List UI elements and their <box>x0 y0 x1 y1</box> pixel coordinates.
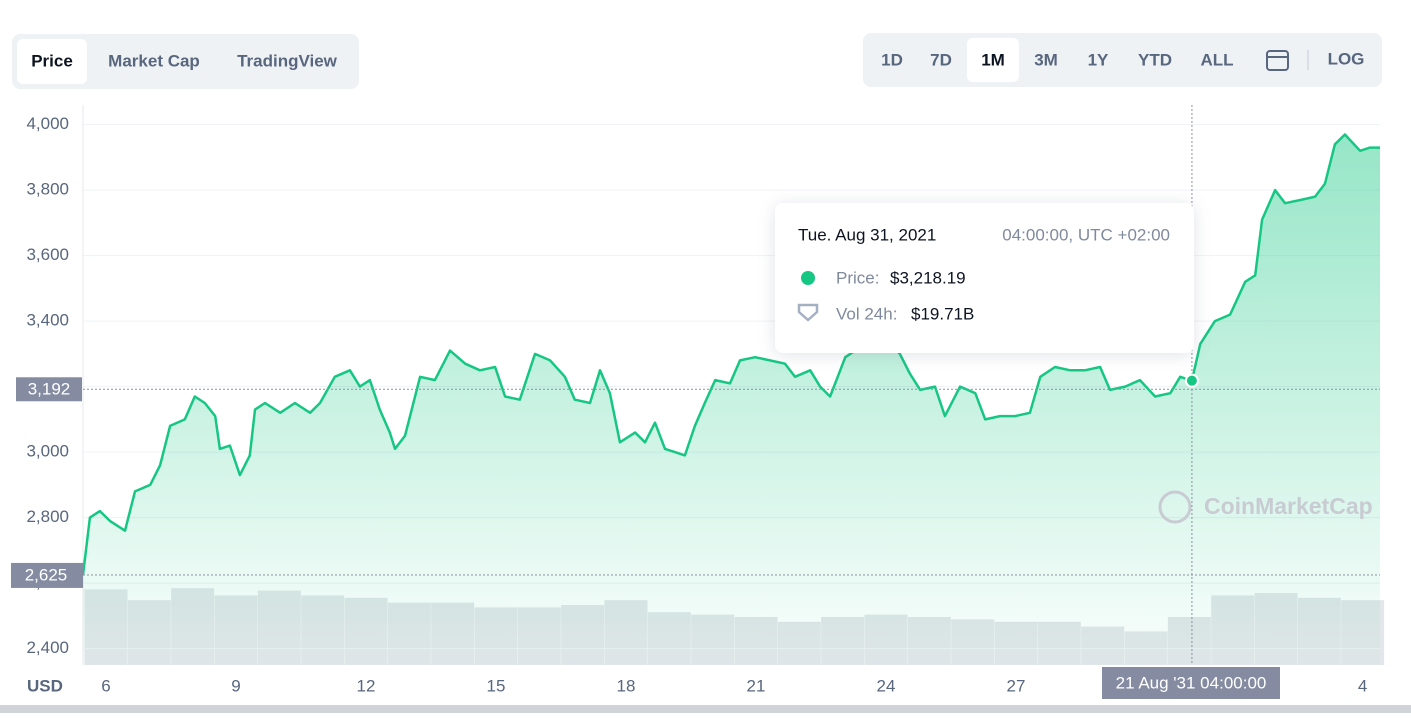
range-active <box>967 38 1019 82</box>
tooltip-time: 04:00:00, UTC +02:00 <box>1002 225 1170 244</box>
x-tick-label: 12 <box>357 676 376 695</box>
watermark-logo <box>1158 490 1192 524</box>
y-tick-label: 3,000 <box>26 442 69 461</box>
range[interactable]: 3M <box>1034 50 1058 69</box>
crosshair-y-box <box>16 377 82 402</box>
tab-active <box>17 39 87 84</box>
watermark: CoinMarketCap <box>1204 493 1373 519</box>
range[interactable]: 1D <box>881 50 903 69</box>
scrollbar <box>0 705 1411 713</box>
crosshair-x-box <box>1102 667 1280 699</box>
tooltip-price: $3,218.19 <box>890 268 966 287</box>
log-button[interactable]: LOG <box>1328 49 1365 68</box>
tooltip-vol-icon <box>797 303 819 322</box>
tooltip-volume-label: Vol 24h: <box>836 304 897 323</box>
y-tick-label: 4,000 <box>26 114 69 133</box>
x-tick-label: 24 <box>877 676 896 695</box>
range[interactable]: YTD <box>1138 50 1172 69</box>
tab[interactable]: Market Cap <box>108 51 200 70</box>
x-tick-label: 21 <box>747 676 766 695</box>
tab-bar <box>12 34 359 89</box>
crosshair-x-label: 21 Aug '31 04:00:00 <box>1116 673 1267 692</box>
y-tick-label: 3,800 <box>26 180 69 199</box>
crosshair-y-label: 3,192 <box>28 380 71 399</box>
x-tick-label: 18 <box>617 676 636 695</box>
y-tick-label: 2,800 <box>26 507 69 526</box>
x-tick-label: 15 <box>487 676 506 695</box>
range[interactable]: 7D <box>930 50 952 69</box>
tooltip-date: Tue. Aug 31, 2021 <box>798 225 936 244</box>
x-tick-label: 4 <box>1358 676 1367 695</box>
hover-dot <box>1184 373 1199 388</box>
tab[interactable]: Price <box>31 51 73 70</box>
tooltip-volume: $19.71B <box>911 304 974 323</box>
calendar-icon[interactable] <box>1266 50 1289 71</box>
x-tick-label: 6 <box>101 676 110 695</box>
y-tick-label: 2,400 <box>26 638 69 657</box>
tab[interactable]: TradingView <box>237 51 338 70</box>
y-tick-label: 3,400 <box>26 311 69 330</box>
range[interactable]: ALL <box>1200 50 1233 69</box>
x-tick-label: 9 <box>231 676 240 695</box>
start-price-label: 2,625 <box>25 565 68 584</box>
range[interactable]: 1M <box>981 50 1005 69</box>
tooltip-price-dot <box>801 271 815 285</box>
tooltip-price-label: Price: <box>836 268 879 287</box>
tooltip <box>775 203 1194 353</box>
y-tick-label: 3,600 <box>26 245 69 264</box>
currency-label: USD <box>27 676 63 695</box>
x-tick-label: 27 <box>1007 676 1026 695</box>
price-line <box>81 133 1380 576</box>
start-price-box <box>11 562 83 588</box>
area <box>83 134 1380 665</box>
range[interactable]: 1Y <box>1088 50 1109 69</box>
